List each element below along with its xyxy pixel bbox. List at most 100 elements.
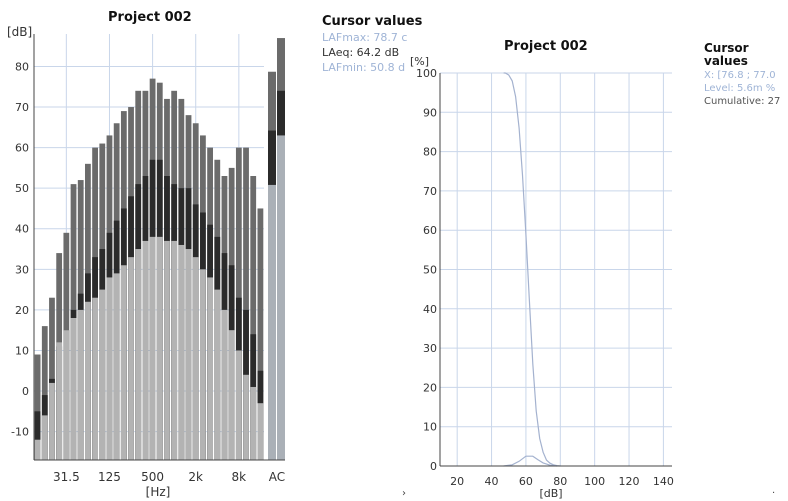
cumulative-grid (440, 72, 672, 467)
spectrum-x-tick-label: 125 (98, 470, 121, 484)
cumulative-x-tick-label: 80 (553, 475, 567, 488)
bar-laeq (34, 411, 41, 460)
bar-lafmax (34, 354, 41, 460)
cumulative-y-tick-label: 80 (423, 146, 437, 159)
spectrum-y-tick-label: 40 (15, 223, 29, 236)
cumulative-lines (503, 72, 561, 467)
bar-lafmin (85, 301, 91, 460)
cumulative-x-tick-label: 100 (584, 475, 605, 488)
bar-lafmin (171, 240, 178, 460)
spectrum-bars (34, 78, 264, 461)
spectrum-x-axis-label: [Hz] (146, 485, 171, 499)
cumulative-y-tick-label: 0 (430, 460, 437, 473)
bar-lafmin (92, 297, 98, 460)
spectrum-x-tick-label: 500 (141, 470, 164, 484)
cumulative-x-tick-label: 60 (519, 475, 533, 488)
curve-level (503, 455, 557, 467)
bar-lafmin (63, 330, 70, 460)
right-cursor-values: Cursor values X: [76.8 ; 77.0 Level: 5.6… (704, 42, 788, 108)
cumulative-y-tick-label: 60 (423, 224, 437, 237)
spectrum-y-tick-label: 80 (15, 60, 29, 73)
cumulative-x-axis-label: [dB] (539, 487, 562, 500)
bar-lafmin (228, 330, 235, 460)
cumulative-x-tick-label: 140 (653, 475, 674, 488)
scroll-marker-right[interactable]: · (772, 488, 776, 499)
bar-lafmin (34, 439, 41, 460)
cumulative-y-tick-label: 30 (423, 342, 437, 355)
cursor-level: Level: 5.6m % (704, 83, 776, 94)
cursor-lafmax: LAFmax: 78.7 c (322, 31, 408, 44)
bar-lafmin (142, 240, 149, 460)
bar-lafmin (106, 277, 113, 460)
scroll-marker-left[interactable]: › (402, 488, 406, 499)
spectrum-y-tick-label: 0 (22, 385, 29, 398)
spectrum-y-tick-label: 30 (15, 263, 29, 276)
right-y-unit-label: [%] (410, 55, 430, 68)
spectrum-x-tick-label: AC (269, 470, 285, 484)
spectrum-y-tick-label: 50 (15, 182, 29, 195)
spectrum-y-tick-label: -10 (11, 426, 29, 439)
cumulative-x-tick-label: 120 (619, 475, 640, 488)
cursor-laeq: LAeq: 64.2 dB (322, 46, 400, 59)
bar-lafmin (41, 415, 48, 460)
bar-lafmin (156, 236, 163, 460)
left-chart-title: Project 002 (108, 10, 192, 25)
cumulative-y-tick-label: 10 (423, 421, 437, 434)
bar-lafmin (221, 309, 228, 460)
bar-lafmin (56, 342, 63, 460)
left-cursor-values: Cursor values LAFmax: 78.7 c LAeq: 64.2 … (322, 14, 422, 75)
bar-lafmax (41, 326, 48, 460)
bar-lafmin (178, 244, 185, 460)
bar-lafmin (214, 289, 221, 460)
spectrum-x-tick-label: 31.5 (53, 470, 80, 484)
bar-lafmax (250, 176, 257, 460)
cumulative-x-tick-label: 40 (485, 475, 499, 488)
bar-lafmin (207, 277, 213, 460)
bar-lafmax (257, 208, 264, 460)
bar-lafmin (257, 403, 264, 460)
ac-bars (268, 38, 285, 461)
bar-lafmin (77, 309, 84, 460)
bar-lafmin (164, 240, 170, 460)
spectrum-y-tick-label: 10 (15, 344, 29, 357)
cumulative-y-tick-label: 70 (423, 185, 437, 198)
bar-lafmin (149, 236, 156, 460)
curve-cumulative (503, 72, 561, 467)
bar-lafmin (200, 269, 206, 460)
bar-lafmax (243, 147, 249, 460)
bar-lafmin (243, 374, 249, 460)
cumulative-y-tick-label: 90 (423, 106, 437, 119)
right-chart-title: Project 002 (504, 39, 588, 54)
bar-lafmin (192, 257, 199, 460)
bar-lafmin (185, 249, 192, 460)
spectrum-x-tick-label: 8k (232, 470, 247, 484)
spectrum-y-tick-label: 20 (15, 304, 29, 317)
spectrum-chart: -10 0 10 20 30 40 50 60 70 80 31.5 125 500 2k 8k AC [Hz] (11, 34, 285, 499)
spectrum-x-tick-label: 2k (188, 470, 203, 484)
cumulative-y-tick-label: 40 (423, 303, 437, 316)
bar-lafmin (128, 257, 134, 460)
bar-lafmin (250, 386, 257, 460)
bar-lafmin (120, 265, 127, 460)
cumulative-x-tick-label: 20 (450, 475, 464, 488)
cursor-lafmin: LAFmin: 50.8 d (322, 61, 406, 74)
left-cursor-heading: Cursor values (322, 14, 423, 29)
bar-lafmin (49, 382, 55, 460)
cumulative-y-tick-label: 50 (423, 264, 437, 277)
bar-lafmin (135, 249, 142, 460)
cursor-cumulative: Cumulative: 27 (704, 96, 781, 107)
bar-lafmin (235, 350, 242, 460)
spectrum-y-tick-label: 70 (15, 101, 29, 114)
bar-lafmin (113, 273, 120, 460)
ac-bar-lafmin (277, 135, 285, 460)
left-y-unit-label: [dB] (7, 25, 33, 39)
spectrum-y-tick-label: 60 (15, 142, 29, 155)
right-cursor-heading: Cursor values (704, 41, 749, 68)
spectrum-axes: -10 0 10 20 30 40 50 60 70 80 31.5 125 500 2k 8k AC [Hz] (11, 34, 285, 499)
cursor-x: X: [76.8 ; 77.0 (704, 70, 776, 81)
ac-bar-lafmin (268, 184, 276, 460)
cumulative-y-tick-label: 20 (423, 381, 437, 394)
bar-lafmin (70, 318, 77, 460)
bar-lafmin (99, 289, 106, 460)
